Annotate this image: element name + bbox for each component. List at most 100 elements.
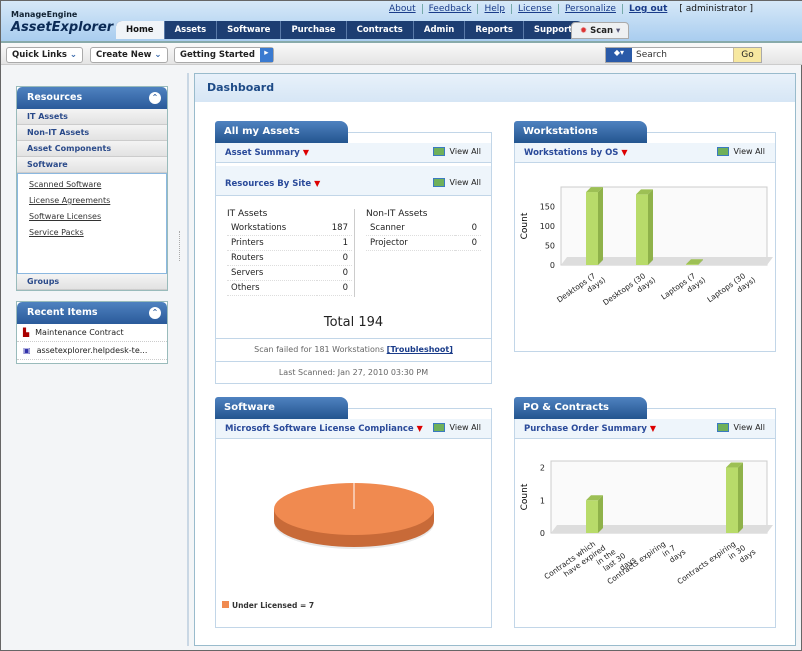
search-scope-icon[interactable]: ◆▾ (606, 48, 632, 62)
getting-started-button[interactable]: Getting Started ▸ (174, 47, 274, 63)
total-assets: Total 194 (323, 315, 384, 330)
all-assets-widget: All my Assets Asset Summary ▼ View All Re… (215, 121, 492, 384)
top-links: About Feedback Help License Personalize … (383, 4, 753, 14)
asset-type: Printers (227, 235, 318, 251)
recent-item[interactable]: ▙ Maintenance Contract (17, 324, 167, 342)
it-assets-heading: IT Assets (227, 209, 268, 219)
x-tick-label: Desktops (7days) (555, 268, 607, 312)
table-row[interactable]: Others 0 (227, 280, 352, 296)
link-software-licenses[interactable]: Software Licenses (29, 212, 102, 221)
x-tick-label: Desktops (30days) (601, 268, 657, 315)
link-help[interactable]: Help (478, 4, 513, 14)
view-all-icon (716, 147, 729, 156)
po-contracts-widget: PO & Contracts Purchase Order Summary ▼ V… (514, 397, 776, 628)
table-row[interactable]: Servers 0 (227, 265, 352, 281)
logo-vendor: ManageEngine (11, 10, 78, 19)
last-scanned: Last Scanned: Jan 27, 2010 03:30 PM (216, 361, 491, 377)
legend-label: Under Licensed = 7 (232, 601, 315, 610)
create-new-button[interactable]: Create New ⌄ (90, 47, 168, 63)
sidebar-item-groups[interactable]: Groups (17, 274, 167, 290)
view-all-link[interactable]: View All (432, 178, 481, 187)
link-personalize[interactable]: Personalize (559, 4, 623, 14)
logo-product[interactable]: AssetExplorer (11, 20, 114, 35)
pie-legend: Under Licensed = 7 (222, 601, 314, 610)
view-all-label: View All (449, 147, 481, 156)
view-all-link[interactable]: View All (432, 423, 481, 432)
tab-software[interactable]: Software (217, 21, 282, 39)
sidebar-item-asset-components[interactable]: Asset Components (17, 141, 167, 157)
license-compliance-selector[interactable]: Microsoft Software License Compliance ▼ V… (216, 419, 491, 439)
arrow-right-icon: ▸ (259, 48, 273, 62)
view-all-link[interactable]: View All (716, 423, 765, 432)
tab-home[interactable]: Home (116, 21, 165, 39)
search-bar: ◆▾ Search Go (605, 47, 762, 63)
recent-item[interactable]: ▣ assetexplorer.helpdesk-te... (17, 342, 167, 360)
recent-items-header: Recent Items ⌃ (17, 302, 167, 324)
scan-button[interactable]: ✹ Scan ▾ (571, 22, 630, 39)
header: ManageEngine AssetExplorer About Feedbac… (1, 1, 802, 41)
go-button[interactable]: Go (733, 48, 761, 62)
chevron-down-icon: ▾ (616, 26, 621, 36)
table-row[interactable]: Workstations 187 (227, 221, 352, 236)
non-it-assets-table: Non-IT Assets Scanner 0 Projector 0 (366, 209, 481, 251)
view-all-link[interactable]: View All (432, 147, 481, 156)
dropdown-arrow-icon: ▼ (416, 424, 423, 433)
workstations-by-os-selector[interactable]: Workstations by OS ▼ View All (515, 143, 775, 163)
workstation-icon: ▣ (23, 346, 31, 355)
resources-by-site-selector[interactable]: Resources By Site ▼ View All (216, 166, 491, 196)
y-tick-label: 0 (550, 261, 555, 270)
recent-items-title: Recent Items (27, 307, 98, 318)
bar-top (586, 495, 603, 501)
dashboard-panel: Dashboard All my Assets Asset Summary ▼ V… (194, 73, 796, 646)
divider (354, 209, 355, 297)
widget-title: Software (215, 397, 348, 419)
bar (586, 192, 598, 265)
link-scanned-software[interactable]: Scanned Software (29, 180, 102, 189)
gear-icon: ✹ (580, 26, 588, 36)
sidebar-item-it-assets[interactable]: IT Assets (17, 109, 167, 125)
table-row[interactable]: Routers 0 (227, 250, 352, 266)
search-input[interactable]: Search (636, 50, 667, 60)
link-license-agreements[interactable]: License Agreements (29, 196, 111, 205)
link-about[interactable]: About (383, 4, 423, 14)
scan-status: Scan failed for 181 Workstations [Troubl… (216, 338, 491, 354)
tab-reports[interactable]: Reports (465, 21, 524, 39)
dropdown-arrow-icon: ▼ (314, 179, 321, 188)
tab-admin[interactable]: Admin (414, 21, 466, 39)
asset-summary-selector[interactable]: Asset Summary ▼ View All (216, 143, 491, 163)
tab-purchase[interactable]: Purchase (281, 21, 347, 39)
resources-panel: Resources ⌃ IT Assets Non-IT Assets Asset… (16, 86, 168, 291)
splitter-handle[interactable] (179, 231, 183, 261)
table-row[interactable]: Scanner 0 (366, 221, 481, 236)
link-license[interactable]: License (512, 4, 559, 14)
quick-links-button[interactable]: Quick Links ⌄ (6, 47, 84, 63)
purchase-order-summary-selector[interactable]: Purchase Order Summary ▼ View All (515, 419, 775, 439)
view-all-link[interactable]: View All (716, 147, 765, 156)
asset-type: Projector (366, 235, 455, 251)
link-feedback[interactable]: Feedback (423, 4, 479, 14)
plot-floor (551, 525, 773, 533)
tab-assets[interactable]: Assets (165, 21, 218, 39)
recent-item-label: Maintenance Contract (35, 328, 124, 337)
view-all-label: View All (733, 423, 765, 432)
dropdown-arrow-icon: ▼ (649, 424, 656, 433)
dropdown-arrow-icon: ▼ (621, 148, 628, 157)
table-row[interactable]: Projector 0 (366, 235, 481, 251)
sidebar-item-software[interactable]: Software (17, 157, 167, 173)
page-title: Dashboard (195, 74, 795, 102)
table-row[interactable]: Printers 1 (227, 235, 352, 251)
quick-links-label: Quick Links (12, 50, 67, 60)
asset-count: 187 (317, 221, 352, 236)
link-service-packs[interactable]: Service Packs (29, 228, 84, 237)
bar-top (586, 187, 603, 193)
link-logout[interactable]: Log out (628, 4, 668, 14)
sidebar-item-non-it-assets[interactable]: Non-IT Assets (17, 125, 167, 141)
troubleshoot-link[interactable]: [Troubleshoot] (386, 345, 453, 354)
view-all-label: View All (449, 178, 481, 187)
bar (636, 194, 648, 265)
tab-contracts[interactable]: Contracts (347, 21, 414, 39)
collapse-icon[interactable]: ⌃ (149, 307, 161, 319)
dropdown-arrow-icon: ▼ (302, 148, 309, 157)
collapse-icon[interactable]: ⌃ (149, 92, 161, 104)
